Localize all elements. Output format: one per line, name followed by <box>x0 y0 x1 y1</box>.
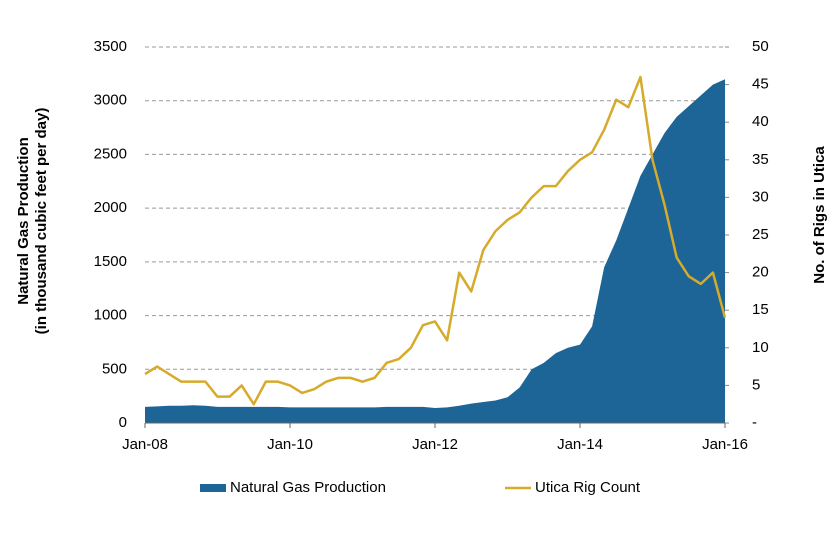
x-tick-label: Jan-16 <box>702 436 748 453</box>
y-tick-label: 1500 <box>94 253 127 270</box>
y2-tick-label: 30 <box>752 188 769 205</box>
y-tick-label: 2500 <box>94 145 127 162</box>
y-tick-label: 500 <box>102 360 127 377</box>
y2-tick-label: 25 <box>752 226 769 243</box>
y2-tick-label: 15 <box>752 301 769 318</box>
y-axis-label: (in thousand cubic feet per day) <box>33 108 50 335</box>
y2-tick-label: 50 <box>752 38 769 55</box>
x-tick-label: Jan-14 <box>557 436 603 453</box>
legend-swatch <box>200 484 226 492</box>
y-axis-label: Natural Gas Production <box>15 137 32 305</box>
y-tick-label: 3000 <box>94 92 127 109</box>
y-tick-label: 1000 <box>94 307 127 324</box>
x-tick-label: Jan-12 <box>412 436 458 453</box>
y2-tick-label: 35 <box>752 151 769 168</box>
y-tick-label: 0 <box>119 414 127 431</box>
legend-label: Natural Gas Production <box>230 479 386 496</box>
y2-tick-label: 5 <box>752 376 760 393</box>
y2-tick-label: 45 <box>752 76 769 93</box>
x-tick-label: Jan-10 <box>267 436 313 453</box>
y-tick-label: 2000 <box>94 199 127 216</box>
y2-axis-label: No. of Rigs in Utica <box>811 146 828 284</box>
y2-tick-label: - <box>752 414 757 431</box>
y2-tick-label: 40 <box>752 113 769 130</box>
area <box>145 79 725 423</box>
legend-label: Utica Rig Count <box>535 479 641 496</box>
line <box>144 75 727 406</box>
y2-tick-label: 10 <box>752 339 769 356</box>
y-tick-label: 3500 <box>94 38 127 55</box>
x-tick-label: Jan-08 <box>122 436 168 453</box>
y2-tick-label: 20 <box>752 264 769 281</box>
